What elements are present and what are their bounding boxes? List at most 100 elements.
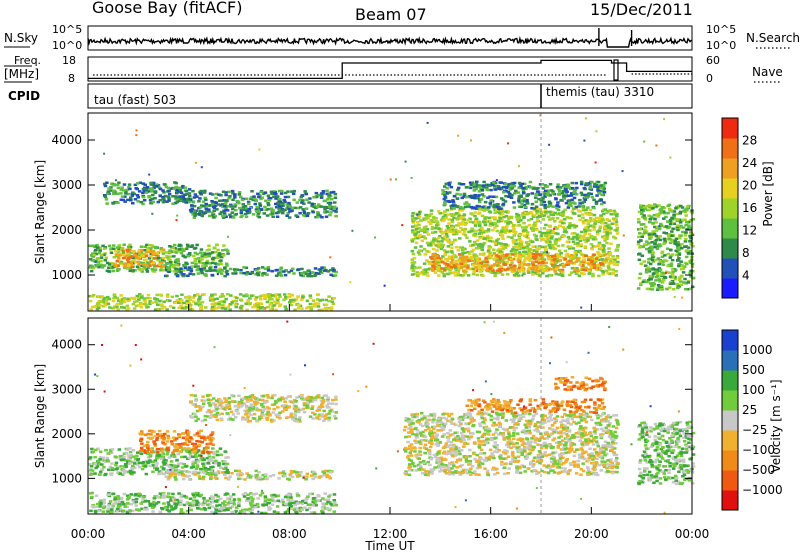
power-cell (512, 264, 517, 267)
power-cell (674, 242, 678, 245)
power-cell (473, 224, 478, 227)
power-cell (158, 293, 163, 296)
power-cell (564, 192, 568, 195)
power-cell (107, 263, 112, 266)
power-cell (411, 237, 416, 241)
power-cell (174, 197, 178, 201)
power-cell (235, 199, 239, 203)
power-cell (442, 197, 447, 201)
power-cell (184, 296, 189, 299)
power-cell (284, 307, 288, 311)
power-cell (508, 192, 512, 196)
power-cell (557, 239, 561, 242)
power-cell (315, 293, 320, 296)
power-cell (517, 199, 521, 203)
power-cell (148, 173, 151, 176)
power-cell (120, 306, 124, 309)
power-cell (656, 257, 661, 260)
power-cell (575, 267, 579, 270)
power-cell (643, 243, 647, 246)
power-cell (239, 268, 243, 272)
power-cell (547, 244, 552, 247)
power-cell (144, 268, 149, 271)
power-cell (239, 271, 243, 275)
velocity-cell (332, 493, 337, 496)
power-cell (546, 205, 550, 208)
velocity-cell (226, 456, 230, 459)
power-cell (290, 206, 295, 210)
power-cell (143, 183, 147, 186)
velocity-cell (106, 510, 110, 513)
power-cell (237, 201, 241, 205)
power-cell (331, 267, 335, 270)
power-cell (559, 186, 563, 189)
power-cell (274, 293, 278, 296)
power-cell (606, 256, 610, 259)
power-cell (443, 201, 447, 204)
power-cell (299, 195, 303, 199)
velocity-cell (243, 491, 248, 495)
power-cell (214, 250, 218, 254)
power-cell (636, 287, 641, 290)
power-cell (145, 261, 150, 264)
power-cell (506, 267, 510, 271)
power-cell (670, 234, 674, 238)
power-cell (180, 293, 184, 296)
power-colorbar-tick: 28 (742, 134, 757, 148)
power-cell (495, 269, 500, 272)
power-cell (185, 243, 190, 247)
power-cell (90, 305, 95, 309)
power-cell (684, 255, 689, 259)
power-cell (522, 191, 526, 195)
power-cell (148, 300, 152, 303)
velocity-cell (306, 495, 310, 498)
power-cell (670, 258, 675, 262)
power-cell (325, 189, 329, 193)
power-cell (524, 225, 529, 229)
power-cell (166, 186, 171, 190)
power-cell (594, 238, 598, 241)
power-cell (602, 190, 606, 194)
power-cell (122, 306, 127, 309)
power-cell (422, 262, 427, 265)
power-cell (257, 306, 261, 309)
power-cell (471, 248, 476, 252)
velocity-cell (128, 450, 133, 454)
power-cell (551, 230, 556, 234)
velocity-cell (214, 500, 219, 503)
power-cell (429, 219, 434, 222)
power-cell (224, 262, 229, 265)
power-cell (584, 117, 587, 120)
power-cell (489, 254, 493, 258)
power-cell (654, 221, 658, 224)
power-cell (130, 192, 134, 196)
power-cell (596, 189, 600, 192)
power-cell (116, 264, 120, 267)
velocity-cell (323, 507, 328, 510)
power-cell (119, 294, 123, 297)
power-cell (685, 220, 689, 224)
power-cell (488, 222, 493, 226)
velocity-cell (295, 492, 299, 495)
power-cell (260, 266, 265, 269)
power-cell (657, 204, 661, 207)
power-cell (410, 273, 415, 276)
power-cell (535, 190, 540, 193)
power-cell (589, 243, 594, 246)
power-cell (454, 260, 459, 263)
power-cell (561, 190, 566, 193)
power-cell (588, 184, 593, 188)
power-cell (148, 199, 153, 202)
power-cell (573, 242, 577, 246)
power-cell (584, 237, 589, 240)
power-cell (655, 288, 660, 291)
velocity-cell (256, 505, 260, 509)
velocity-cell (91, 505, 96, 509)
power-cell (248, 302, 253, 305)
power-cell (649, 267, 654, 271)
power-cell (599, 261, 603, 265)
power-cell (445, 259, 450, 263)
power-cell (589, 265, 593, 268)
power-cell (239, 211, 243, 215)
velocity-cell (266, 498, 271, 501)
